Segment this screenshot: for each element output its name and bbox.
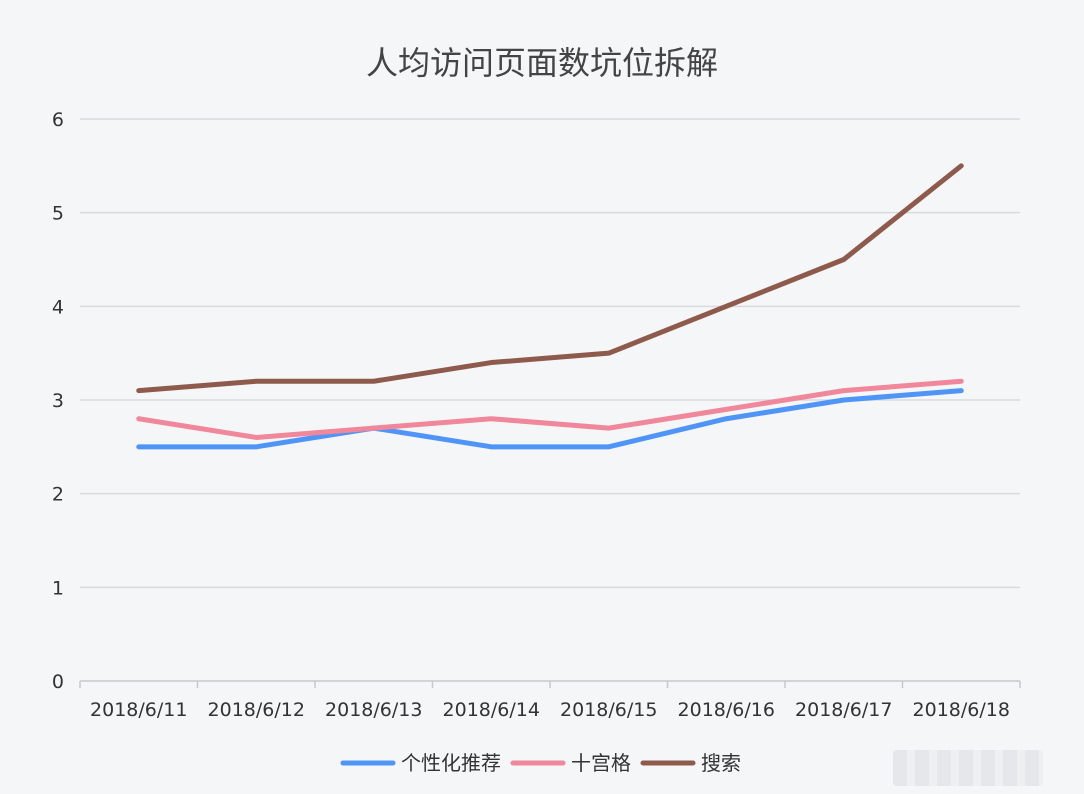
- legend-label: 搜索: [701, 751, 741, 775]
- x-tick-label: 2018/6/16: [678, 699, 775, 721]
- y-tick-label: 5: [52, 203, 64, 225]
- chart-title: 人均访问页面数坑位拆解: [366, 44, 718, 82]
- y-tick-label: 0: [52, 671, 64, 693]
- y-tick-label: 3: [52, 390, 64, 412]
- legend-label: 个性化推荐: [401, 751, 501, 775]
- x-tick-label: 2018/6/18: [913, 699, 1010, 721]
- legend: 个性化推荐 十宫格 搜索: [340, 751, 741, 775]
- x-tick-label: 2018/6/13: [325, 699, 422, 721]
- x-tick-label: 2018/6/15: [560, 699, 657, 721]
- y-tick-label: 1: [52, 577, 64, 599]
- grid-lines: [80, 118, 1020, 589]
- series-lines: [136, 163, 964, 450]
- y-tick-label: 6: [52, 109, 64, 131]
- legend-label: 十宫格: [571, 751, 631, 775]
- x-tick-label: 2018/6/14: [443, 699, 540, 721]
- x-tick-label: 2018/6/11: [90, 699, 187, 721]
- y-tick-label: 4: [52, 296, 64, 318]
- y-tick-label: 2: [52, 484, 64, 506]
- x-tick-label: 2018/6/12: [208, 699, 305, 721]
- series-line-2: [136, 378, 964, 440]
- y-axis: 0 1 2 3 4 5 6: [52, 109, 64, 693]
- series-line-3: [136, 163, 964, 394]
- x-tick-label: 2018/6/17: [795, 699, 892, 721]
- watermark: [893, 750, 1043, 786]
- x-axis: 2018/6/11 2018/6/12 2018/6/13 2018/6/14 2018…: [79, 680, 1021, 721]
- series-line-1: [136, 388, 964, 450]
